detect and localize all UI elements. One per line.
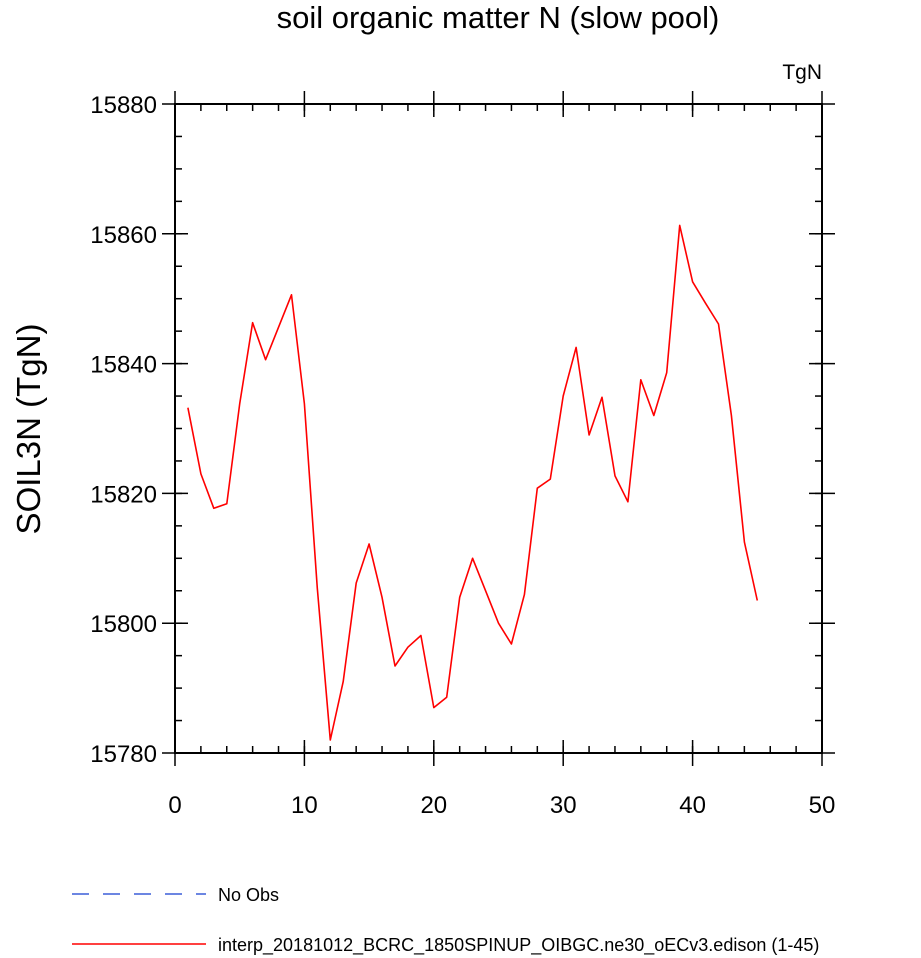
legend-label: interp_20181012_BCRC_1850SPINUP_OIBGC.ne…: [218, 935, 819, 956]
legend-item: interp_20181012_BCRC_1850SPINUP_OIBGC.ne…: [72, 935, 819, 956]
chart-title: soil organic matter N (slow pool): [277, 0, 720, 35]
plot-frame: [174, 103, 823, 754]
legend: No Obs interp_20181012_BCRC_1850SPINUP_OI…: [72, 885, 819, 956]
x-tick-label: 0: [168, 792, 181, 819]
axis-ticks: [162, 91, 835, 766]
series-line: [187, 224, 759, 741]
x-tick-label: 20: [420, 792, 447, 819]
y-tick-label: 15860: [90, 222, 157, 249]
x-tick-label: 50: [809, 792, 836, 819]
legend-label: No Obs: [218, 885, 279, 905]
units-label: TgN: [782, 61, 822, 84]
y-tick-label: 15840: [90, 352, 157, 379]
y-tick-label: 15880: [90, 92, 157, 119]
y-tick-label: 15800: [90, 611, 157, 638]
axis-tick-labels: 0 10 20 30 40 50 15780 15800 15820 15840 15860 1588…: [90, 92, 835, 819]
legend-item: No Obs: [72, 885, 279, 905]
y-tick-label: 15820: [90, 481, 157, 508]
x-tick-label: 10: [291, 792, 318, 819]
x-tick-label: 40: [679, 792, 706, 819]
series-layer: [187, 224, 759, 741]
y-axis-label: SOIL3N (TgN): [10, 324, 47, 535]
y-tick-label: 15780: [90, 741, 157, 768]
x-tick-label: 30: [550, 792, 577, 819]
